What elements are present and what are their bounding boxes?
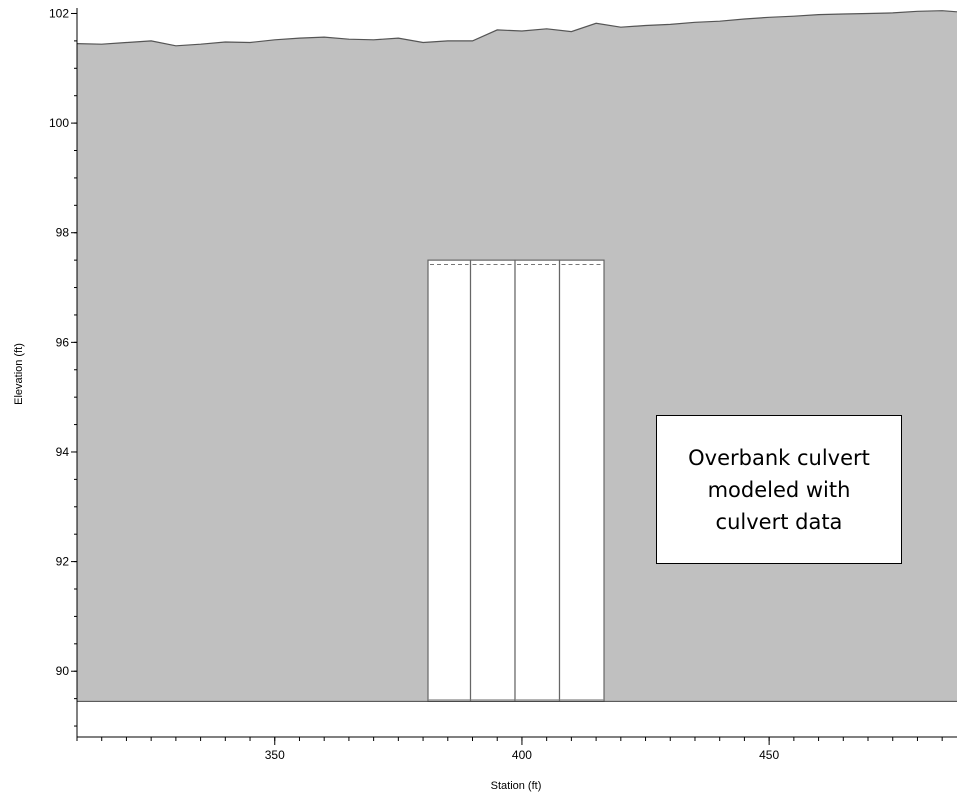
annotation-text: Overbank culvert modeled with culvert da…	[674, 442, 884, 538]
x-tick-label: 400	[512, 748, 532, 762]
y-axis-title: Elevation (ft)	[13, 343, 25, 405]
y-tick-label: 100	[49, 116, 69, 130]
annotation-box: Overbank culvert modeled with culvert da…	[656, 415, 902, 564]
y-tick-label: 92	[56, 555, 70, 569]
y-tick-label: 96	[56, 335, 70, 349]
y-tick-label: 102	[49, 6, 69, 20]
axes: 90 92 94 96 98 100 102 350 400 450	[49, 6, 957, 762]
culvert-barrel	[469, 259, 516, 702]
culvert-barrel	[514, 259, 561, 702]
culvert-barrel	[427, 259, 472, 702]
annotation-line: Overbank culvert	[688, 445, 870, 470]
y-tick-label: 90	[56, 664, 70, 678]
culvert-barrel	[558, 259, 605, 702]
x-axis-title: Station (ft)	[491, 780, 542, 792]
annotation-line: modeled with	[707, 477, 851, 502]
ground-profile-line	[76, 10, 957, 47]
x-tick-label: 450	[759, 748, 779, 762]
x-tick-label: 350	[265, 748, 285, 762]
y-tick-label: 94	[56, 445, 70, 459]
annotation-line: culvert data	[715, 509, 843, 534]
y-tick-label: 98	[56, 226, 70, 240]
culvert-barrels	[427, 259, 605, 702]
